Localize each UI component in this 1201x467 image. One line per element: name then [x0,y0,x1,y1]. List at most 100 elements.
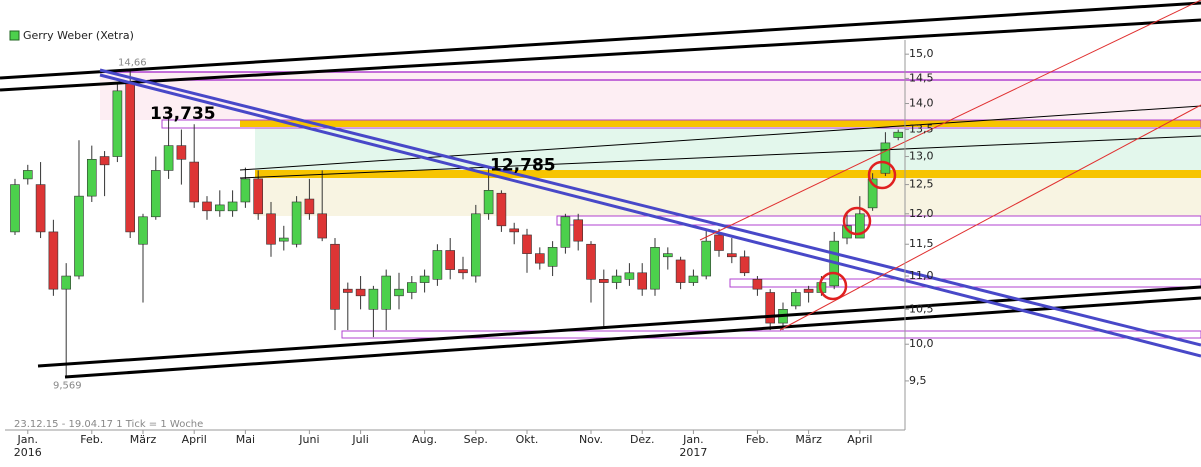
annotation: 13,735 [150,104,216,124]
candle-body [163,145,174,171]
y-tick-label: 11,5 [909,237,934,250]
x-tick-label: Feb. [746,433,769,446]
candle-body [599,278,609,283]
y-tick-label: 14,5 [909,71,934,84]
footnote: 23.12.15 - 19.04.17 1 Tick = 1 Woche [14,419,203,430]
candle-body [573,219,584,242]
candle-body [61,275,71,290]
candle-body [266,213,276,245]
zones [100,71,1201,339]
candle-body [855,213,865,239]
candle-body [727,253,737,258]
candle-body [10,184,20,233]
candle-body [586,243,596,280]
x-tick-label: Juni [298,433,319,446]
annotation: 14,66 [118,58,147,69]
x-year-label: 2016 [14,446,42,459]
x-tick-label: Aug. [412,433,437,446]
highlight-circle [842,206,872,236]
trend-line [0,18,1201,92]
candle-body [48,231,59,290]
candle-body [445,250,455,270]
annotation: 12,785 [490,155,556,175]
candle-body [752,278,763,290]
candle-body [202,201,212,212]
candle-body [496,192,507,227]
candle-body [394,288,404,297]
candle-body [611,275,622,283]
candle-body [291,201,302,245]
y-tick-label: 15,0 [909,47,934,60]
candle-body [547,247,558,267]
x-tick-label: Jan. [17,433,38,446]
candle-body [483,190,494,215]
trend-line [239,105,1201,171]
highlight-circle [818,271,848,301]
x-tick-label: März [795,433,822,446]
y-tick-label: 9,5 [909,374,927,387]
candle-body [214,204,225,212]
candle-body [138,216,148,245]
candle-body [342,288,353,293]
candle-body [355,288,366,297]
candle-body [522,234,532,254]
trend-lines [0,0,1201,379]
candle-body [432,250,443,280]
candle-body [317,213,327,239]
candle-body [253,178,263,215]
candle-body [560,216,571,248]
candle-body [330,243,340,310]
y-tick-label: 10,0 [909,337,934,350]
x-tick-label: März [130,433,157,446]
candle-body [419,275,430,283]
trend-line [99,73,1201,358]
candle-body [688,275,699,283]
annotation: 9,569 [53,381,82,392]
y-tick-label: 10,5 [909,302,934,315]
candle-body [125,83,135,233]
x-tick-label: Okt. [516,433,539,446]
candle-body [86,158,97,197]
x-tick-label: Dez. [630,433,655,446]
trend-line [64,296,1201,379]
candle-body [304,198,315,215]
y-tick-label: 12,5 [909,178,934,191]
candle-body [803,288,814,293]
candle-body [74,195,84,277]
level-box [341,330,1201,339]
x-tick-label: Jan. [682,433,703,446]
trend-line [37,285,1201,368]
candle-body [471,213,481,277]
candle-body [381,275,391,310]
x-tick-label: Nov. [579,433,603,446]
legend-swatch [9,30,20,41]
trend-line [779,104,1201,331]
candle-body [650,247,660,290]
candle-body [739,256,750,274]
candle-body [867,178,878,209]
trend-line [99,68,1201,347]
candle-body [189,161,199,203]
candle-body [624,272,635,280]
candle-body [112,90,123,157]
candle-body [368,288,379,310]
x-tick-label: Juli [351,433,368,446]
candle-body [406,282,417,293]
level-box [161,119,1201,129]
candle-body [791,292,801,307]
x-tick-label: Sep. [464,433,488,446]
trend-line [699,0,1201,241]
y-tick-label: 13,0 [909,150,934,163]
candle-body [227,201,238,212]
highlight-circle [867,160,897,190]
candle-body [240,178,251,203]
zone-yellow [255,170,1201,178]
candle-body [714,234,724,251]
candle-body [675,259,686,283]
legend-label: Gerry Weber (Xetra) [23,29,134,42]
candle-body [99,156,110,166]
trend-line [0,1,1201,80]
y-tick-label: 13,5 [909,123,934,136]
candle-body [150,170,161,218]
